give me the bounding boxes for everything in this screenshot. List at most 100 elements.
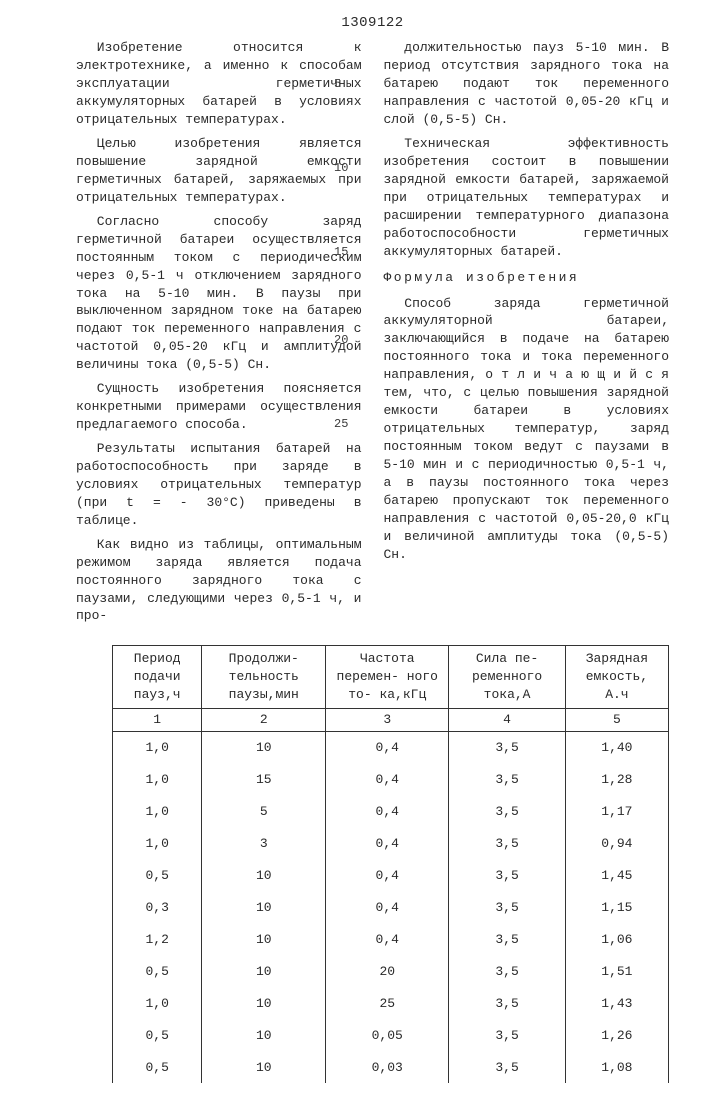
- col-header-freq: Частота перемен- ного то- ка,кГц: [326, 646, 449, 709]
- table-row: 0,5100,43,51,45: [113, 860, 669, 892]
- cell: 5: [202, 796, 326, 828]
- col-num-3: 3: [326, 709, 449, 732]
- col-num-4: 4: [449, 709, 565, 732]
- cell: 1,0: [113, 988, 202, 1020]
- para-r2: Техническая эффективность изобретения со…: [384, 135, 670, 261]
- cell: 3,5: [449, 764, 565, 796]
- cell: 0,4: [326, 732, 449, 764]
- cell: 3,5: [449, 732, 565, 764]
- table-row: 1,0150,43,51,28: [113, 764, 669, 796]
- left-column: Изобретение относится к электротехнике, …: [76, 39, 362, 631]
- col-num-5: 5: [565, 709, 668, 732]
- table-row: 0,3100,43,51,15: [113, 892, 669, 924]
- table-colnum-row: 1 2 3 4 5: [113, 709, 669, 732]
- cell: 1,28: [565, 764, 668, 796]
- cell: 25: [326, 988, 449, 1020]
- para-r3: Способ заряда герметичной аккумуляторной…: [384, 295, 670, 564]
- para-l5: Результаты испытания батарей на работосп…: [76, 440, 362, 530]
- table-row: 1,010253,51,43: [113, 988, 669, 1020]
- para-l6: Как видно из таблицы, оптимальным режимо…: [76, 536, 362, 626]
- cell: 1,0: [113, 828, 202, 860]
- cell: 3,5: [449, 860, 565, 892]
- para-l3: Согласно способу заряд герметичной батар…: [76, 213, 362, 374]
- cell: 3,5: [449, 988, 565, 1020]
- table-row: 1,050,43,51,17: [113, 796, 669, 828]
- cell: 0,4: [326, 828, 449, 860]
- cell: 10: [202, 1020, 326, 1052]
- cell: 1,45: [565, 860, 668, 892]
- cell: 3,5: [449, 924, 565, 956]
- cell: 3,5: [449, 828, 565, 860]
- cell: 0,94: [565, 828, 668, 860]
- cell: 0,5: [113, 1020, 202, 1052]
- table-row: 0,5100,033,51,08: [113, 1052, 669, 1084]
- cell: 10: [202, 924, 326, 956]
- para-l4: Сущность изобретения поясняется конкретн…: [76, 380, 362, 434]
- table-body: 1,0100,43,51,40 1,0150,43,51,28 1,050,43…: [113, 732, 669, 1084]
- cell: 1,15: [565, 892, 668, 924]
- cell: 0,5: [113, 956, 202, 988]
- cell: 1,0: [113, 732, 202, 764]
- cell: 1,17: [565, 796, 668, 828]
- col-header-capacity: Зарядная емкость, А.ч: [565, 646, 668, 709]
- cell: 10: [202, 732, 326, 764]
- cell: 10: [202, 988, 326, 1020]
- col-header-duration: Продолжи- тельность паузы,мин: [202, 646, 326, 709]
- cell: 3,5: [449, 1052, 565, 1084]
- line-num-10: 10: [334, 160, 348, 177]
- cell: 1,0: [113, 764, 202, 796]
- cell: 3: [202, 828, 326, 860]
- cell: 0,5: [113, 860, 202, 892]
- table-row: 0,510203,51,51: [113, 956, 669, 988]
- cell: 1,43: [565, 988, 668, 1020]
- line-num-15: 15: [334, 244, 348, 261]
- cell: 1,26: [565, 1020, 668, 1052]
- cell: 1,08: [565, 1052, 668, 1084]
- cell: 1,0: [113, 796, 202, 828]
- para-r1: должительностью пауз 5-10 мин. В период …: [384, 39, 670, 129]
- cell: 0,4: [326, 924, 449, 956]
- cell: 0,4: [326, 892, 449, 924]
- table-row: 1,030,43,50,94: [113, 828, 669, 860]
- para-l1: Изобретение относится к электротехнике, …: [76, 39, 362, 129]
- cell: 10: [202, 1052, 326, 1084]
- col-header-current: Сила пе- ременного тока,А: [449, 646, 565, 709]
- cell: 3,5: [449, 956, 565, 988]
- cell: 10: [202, 956, 326, 988]
- cell: 3,5: [449, 1020, 565, 1052]
- cell: 1,2: [113, 924, 202, 956]
- line-num-25: 25: [334, 416, 348, 433]
- results-table: Период подачи пауз,ч Продолжи- тельность…: [112, 645, 669, 1083]
- cell: 1,51: [565, 956, 668, 988]
- col-num-2: 2: [202, 709, 326, 732]
- cell: 15: [202, 764, 326, 796]
- page: 1309122 5 10 15 20 25 Изобретение относи…: [0, 0, 707, 1103]
- cell: 0,03: [326, 1052, 449, 1084]
- cell: 3,5: [449, 892, 565, 924]
- cell: 0,05: [326, 1020, 449, 1052]
- cell: 3,5: [449, 796, 565, 828]
- line-num-5: 5: [334, 76, 341, 93]
- table-row: 1,0100,43,51,40: [113, 732, 669, 764]
- cell: 10: [202, 892, 326, 924]
- table-row: 0,5100,053,51,26: [113, 1020, 669, 1052]
- cell: 10: [202, 860, 326, 892]
- claims-heading: Формула изобретения: [384, 269, 670, 287]
- line-num-20: 20: [334, 332, 348, 349]
- cell: 1,06: [565, 924, 668, 956]
- cell: 0,4: [326, 860, 449, 892]
- right-column: должительностью пауз 5-10 мин. В период …: [384, 39, 670, 631]
- cell: 1,40: [565, 732, 668, 764]
- cell: 0,4: [326, 796, 449, 828]
- table-header-row: Период подачи пауз,ч Продолжи- тельность…: [113, 646, 669, 709]
- cell: 0,3: [113, 892, 202, 924]
- col-header-period: Период подачи пауз,ч: [113, 646, 202, 709]
- two-column-text: Изобретение относится к электротехнике, …: [76, 39, 669, 631]
- cell: 0,5: [113, 1052, 202, 1084]
- cell: 0,4: [326, 764, 449, 796]
- col-num-1: 1: [113, 709, 202, 732]
- document-number: 1309122: [76, 14, 669, 33]
- table-row: 1,2100,43,51,06: [113, 924, 669, 956]
- cell: 20: [326, 956, 449, 988]
- para-l2: Целью изобретения является повышение зар…: [76, 135, 362, 207]
